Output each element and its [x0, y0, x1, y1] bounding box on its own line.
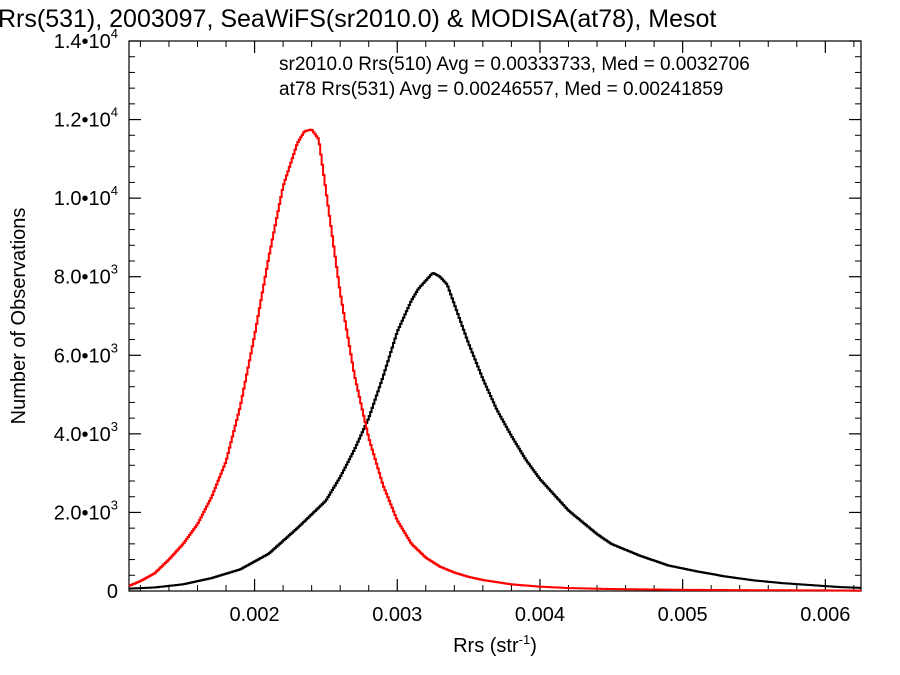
y-tick-exponent: 3 — [111, 340, 118, 355]
y-tick-exponent: 3 — [111, 497, 118, 512]
chart-title: Rrs(531), 2003097, SeaWiFS(sr2010.0) & M… — [0, 5, 716, 33]
y-tick-exponent: 4 — [111, 26, 118, 41]
y-tick-label: 1.0•104 — [54, 183, 118, 210]
y-tick-exponent: 3 — [111, 262, 118, 277]
x-tick-label: 0.002 — [230, 604, 280, 626]
axis-ticks — [129, 40, 861, 592]
y-tick-label: 1.2•104 — [54, 105, 118, 132]
annotation-black-stats: sr2010.0 Rrs(510) Avg = 0.00333733, Med … — [279, 54, 750, 75]
y-tick-exponent: 4 — [111, 105, 118, 120]
annotation-red-stats: at78 Rrs(531) Avg = 0.00246557, Med = 0.… — [279, 79, 723, 100]
y-tick-mantissa: 1.2•10 — [54, 110, 111, 132]
y-tick-label: 6.0•103 — [54, 340, 118, 367]
y-tick-labels: 02.0•1034.0•1036.0•1038.0•1031.0•1041.2•… — [54, 26, 118, 603]
y-tick-mantissa: 1.0•10 — [54, 188, 111, 210]
x-tick-label: 0.003 — [372, 604, 422, 626]
series-black-histogram — [129, 272, 861, 590]
series-red-histogram — [129, 128, 861, 592]
y-tick-mantissa: 4.0•10 — [54, 424, 111, 446]
y-tick-exponent: 3 — [111, 419, 118, 434]
y-axis-label: Number of Observations — [8, 208, 30, 425]
y-tick-label: 2.0•103 — [54, 497, 118, 524]
y-tick-mantissa: 2.0•10 — [54, 502, 111, 524]
y-tick-mantissa: 6.0•10 — [54, 345, 111, 367]
plot-frame — [128, 40, 862, 592]
x-tick-label: 0.005 — [658, 604, 708, 626]
y-tick-label: 4.0•103 — [54, 419, 118, 446]
y-tick-exponent: 4 — [111, 183, 118, 198]
y-tick-mantissa: 8.0•10 — [54, 267, 111, 289]
y-tick-label: 8.0•103 — [54, 262, 118, 289]
y-tick-mantissa: 1.4•10 — [54, 31, 111, 53]
x-axis-label: Rrs (str-1) — [453, 632, 537, 657]
y-tick-mantissa: 0 — [107, 581, 118, 603]
x-tick-label: 0.006 — [800, 604, 850, 626]
x-tick-label: 0.004 — [515, 604, 565, 626]
x-tick-labels: 0.002 0.003 0.004 0.005 0.006 — [230, 604, 851, 626]
x-axis-label-close: ) — [530, 635, 537, 657]
series-layer — [129, 128, 861, 592]
y-tick-label: 0 — [107, 581, 118, 603]
x-axis-label-text: Rrs (str — [453, 635, 519, 657]
x-axis-label-exponent: -1 — [519, 632, 531, 647]
y-tick-label: 1.4•104 — [54, 26, 118, 53]
